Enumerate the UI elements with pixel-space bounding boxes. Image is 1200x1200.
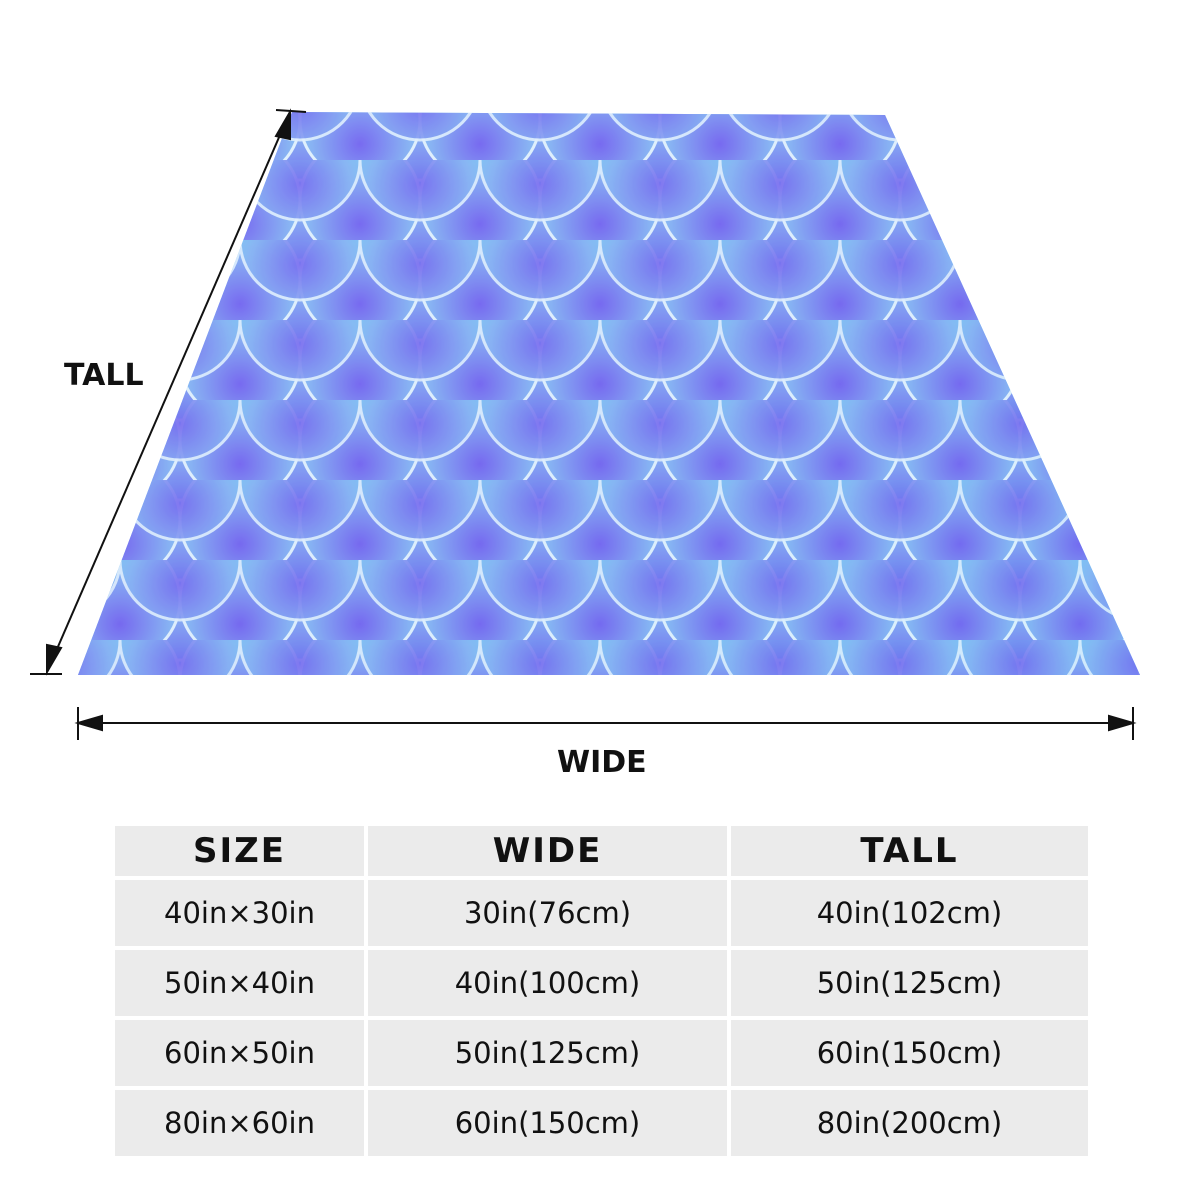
table-cell: 80in×60in	[115, 1090, 364, 1156]
table-cell: 60in(150cm)	[731, 1020, 1088, 1086]
tall-label: TALL	[64, 358, 144, 393]
table-cell: 50in(125cm)	[368, 1020, 727, 1086]
table-cell: 40in(102cm)	[731, 880, 1088, 946]
tall-arrow	[30, 108, 307, 676]
table-cell: 80in(200cm)	[731, 1090, 1088, 1156]
header-cell: TALL	[731, 826, 1088, 876]
table-cell: 40in×30in	[115, 880, 364, 946]
blanket	[78, 112, 1140, 675]
wide-arrow	[74, 707, 1137, 740]
table-cell: 60in(150cm)	[368, 1090, 727, 1156]
header-cell: WIDE	[368, 826, 727, 876]
table-cell: 50in×40in	[115, 950, 364, 1016]
wide-label: WIDE	[557, 745, 647, 780]
table-cell: 60in×50in	[115, 1020, 364, 1086]
table-cell: 30in(76cm)	[368, 880, 727, 946]
table-cell: 40in(100cm)	[368, 950, 727, 1016]
header-cell: SIZE	[115, 826, 364, 876]
table-cell: 50in(125cm)	[731, 950, 1088, 1016]
size-table: SIZE WIDE TALL 40in×30in 30in(76cm) 40in(102c…	[115, 826, 1088, 1156]
product-illustration	[30, 108, 1140, 740]
